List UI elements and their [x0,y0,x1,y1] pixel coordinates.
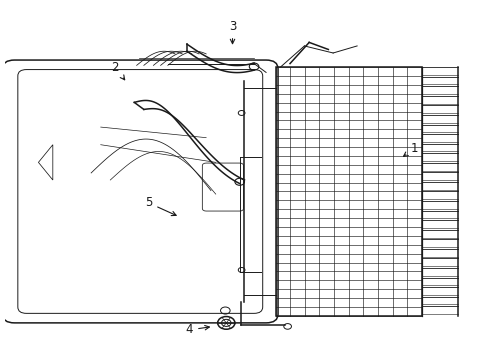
Text: 4: 4 [185,323,209,337]
Text: 3: 3 [228,20,236,44]
Text: 2: 2 [111,60,124,80]
Text: 5: 5 [144,197,176,216]
Text: 1: 1 [403,142,418,157]
